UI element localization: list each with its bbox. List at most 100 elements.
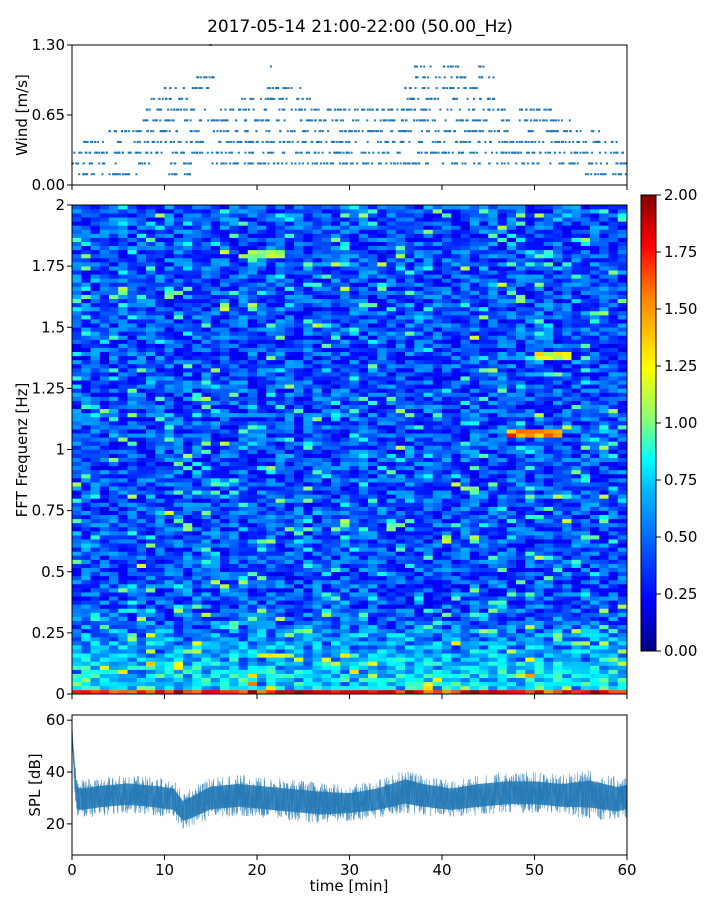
heatmap-cell (247, 486, 258, 491)
heatmap-cell (488, 535, 498, 540)
heatmap-cell (136, 681, 147, 687)
heatmap-cell (312, 551, 323, 556)
heatmap-cell (81, 657, 91, 662)
heatmap-cell (497, 469, 508, 475)
heatmap-cell (469, 510, 480, 516)
heatmap-cell (571, 649, 582, 654)
heatmap-cell (543, 469, 554, 475)
heatmap-cell (358, 465, 369, 471)
heatmap-cell (358, 535, 369, 540)
heatmap-cell (460, 677, 471, 683)
wind-point (488, 76, 491, 79)
heatmap-cell (562, 620, 572, 626)
heatmap-cell (349, 457, 360, 463)
heatmap-cell (321, 539, 332, 544)
wind-point (599, 162, 602, 165)
heatmap-cell (284, 547, 295, 552)
heatmap-cell (451, 616, 461, 621)
heatmap-cell (516, 636, 526, 642)
heatmap-cell (127, 510, 138, 516)
wind-point (379, 130, 382, 133)
heatmap-cell (525, 645, 535, 650)
heatmap-cell (201, 596, 212, 601)
heatmap-cell (155, 632, 165, 638)
heatmap-cell (247, 592, 258, 597)
heatmap-cell (442, 482, 452, 487)
wind-point (584, 140, 587, 143)
heatmap-cell (99, 441, 110, 446)
heatmap-cell (109, 510, 119, 516)
heatmap-cell (109, 685, 119, 691)
heatmap-cell (377, 632, 387, 638)
heatmap-cell (127, 592, 138, 597)
heatmap-cell (543, 620, 554, 626)
heatmap-cell (543, 526, 554, 532)
heatmap-cell (405, 506, 415, 511)
heatmap-cell (451, 490, 461, 495)
heatmap-cell (127, 502, 138, 507)
wind-point (414, 87, 417, 90)
heatmap-cell (377, 645, 387, 650)
wind-point (530, 119, 533, 122)
heatmap-cell (229, 469, 239, 475)
heatmap-cell (312, 641, 323, 646)
wind-point (402, 140, 405, 143)
heatmap-cell (442, 567, 452, 573)
heatmap-cell (553, 510, 563, 516)
heatmap-cell (460, 653, 471, 658)
heatmap-cell (127, 563, 138, 568)
heatmap-cell (460, 636, 471, 642)
heatmap-cell (210, 559, 221, 564)
heatmap-cell (414, 551, 424, 556)
wind-point (161, 130, 164, 133)
wind-point (207, 87, 210, 90)
heatmap-cell (136, 518, 147, 524)
wind-point (273, 162, 276, 165)
wind-point (462, 140, 465, 143)
heatmap-cell (580, 449, 591, 454)
heatmap-cell (266, 506, 276, 511)
heatmap-cell (562, 482, 572, 487)
heatmap-cell (368, 612, 378, 617)
heatmap-cell (90, 604, 101, 609)
heatmap-cell (284, 518, 295, 524)
heatmap-cell (340, 616, 350, 621)
heatmap-cell (349, 636, 360, 642)
heatmap-cell (164, 490, 175, 495)
wind-point (570, 162, 573, 165)
wind-point (243, 162, 246, 165)
heatmap-cell (146, 473, 156, 479)
heatmap-cell (488, 473, 498, 479)
heatmap-cell (229, 539, 239, 544)
heatmap-cell (608, 604, 619, 609)
heatmap-cell (275, 535, 286, 540)
heatmap-cell (423, 490, 434, 495)
heatmap-cell (432, 449, 443, 454)
heatmap-cell (442, 616, 452, 621)
wind-point (365, 162, 368, 165)
heatmap-cell (257, 531, 267, 536)
wind-point (211, 119, 214, 122)
heatmap-cell (460, 461, 471, 467)
heatmap-cell (146, 563, 156, 568)
heatmap-cell (423, 457, 434, 463)
heatmap-cell (164, 502, 175, 507)
heatmap-cell (136, 596, 147, 601)
heatmap-cell (340, 502, 350, 507)
wind-point (344, 130, 347, 133)
heatmap-cell (349, 551, 360, 556)
heatmap-cell (183, 469, 193, 475)
wind-point (603, 173, 606, 176)
heatmap-cell (340, 677, 350, 683)
wind-point (517, 151, 520, 154)
heatmap-cell (497, 478, 508, 483)
heatmap-cell (220, 559, 230, 564)
heatmap-cell (525, 486, 535, 491)
heatmap-cell (395, 441, 406, 446)
heatmap-cell (617, 624, 628, 630)
heatmap-cell (155, 526, 165, 532)
heatmap-cell (405, 612, 415, 617)
heatmap-cell (488, 592, 498, 597)
heatmap-cell (183, 636, 193, 642)
heatmap-cell (506, 531, 517, 536)
